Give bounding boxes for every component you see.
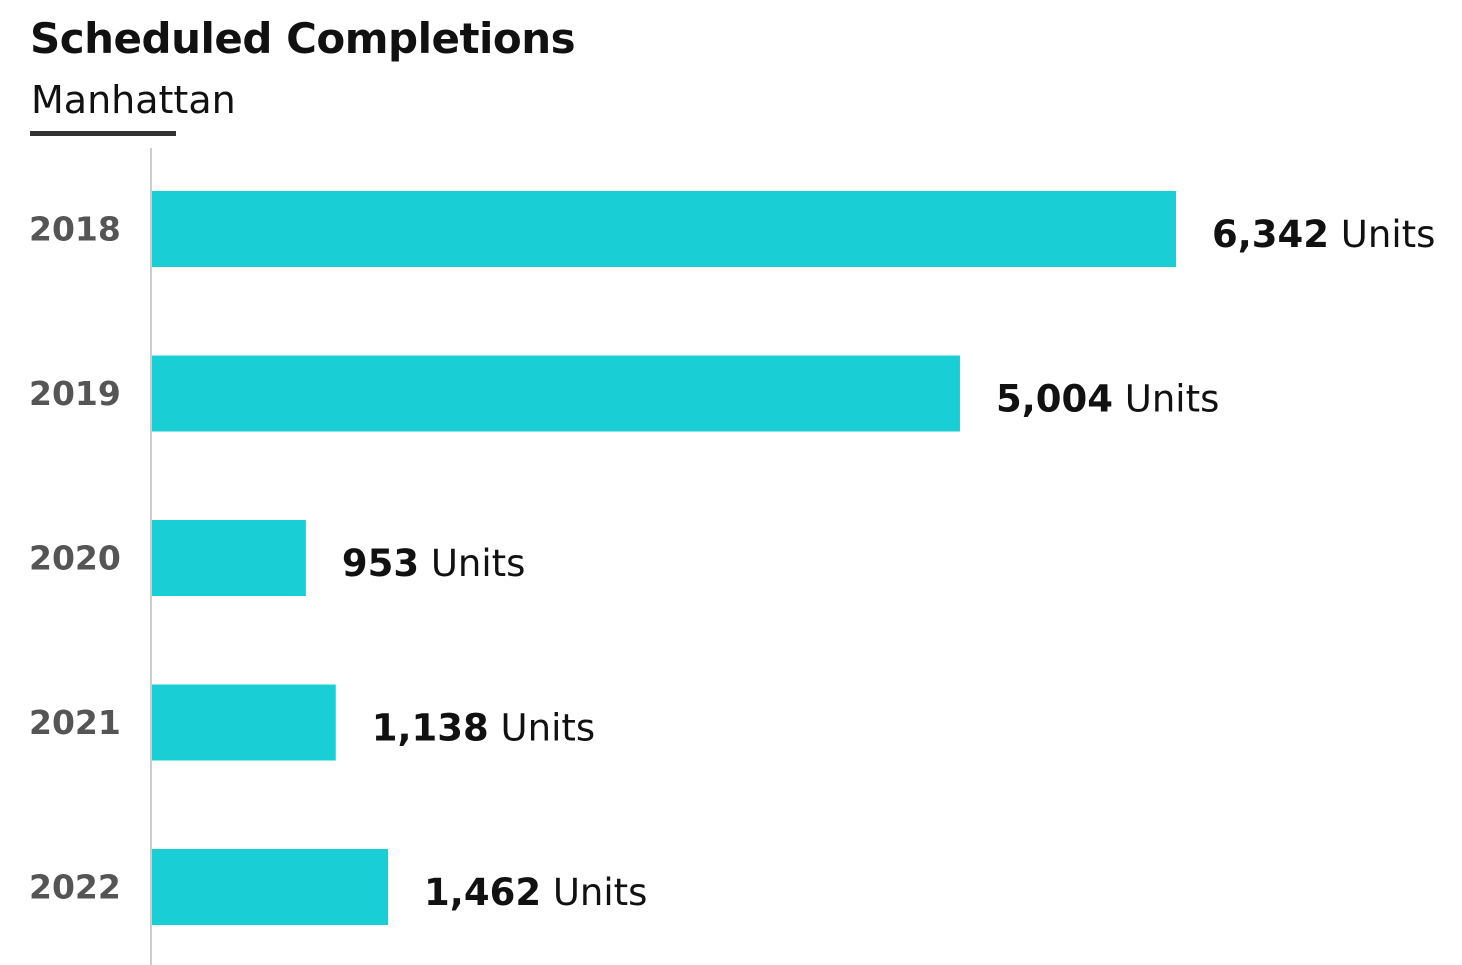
chart-subtitle: Manhattan bbox=[31, 78, 236, 122]
category-label-2021: 2021 bbox=[29, 703, 121, 742]
data-value: 5,004 bbox=[996, 377, 1113, 420]
chart-title: Scheduled Completions bbox=[30, 14, 576, 63]
data-value: 1,138 bbox=[372, 706, 489, 749]
bar-2021 bbox=[152, 684, 336, 761]
bar-2018 bbox=[152, 191, 1176, 267]
data-value: 953 bbox=[342, 542, 419, 585]
data-label-2022: 1,462 Units bbox=[424, 871, 647, 914]
title-underline bbox=[30, 131, 176, 136]
data-value: 1,462 bbox=[424, 871, 541, 914]
bars-layer: 2018 6,342 Units 2019 5,004 Units 2020 953 Un… bbox=[29, 191, 1435, 925]
category-label-2019: 2019 bbox=[29, 374, 121, 413]
data-unit: Units bbox=[489, 706, 595, 749]
data-label-2018: 6,342 Units bbox=[1212, 213, 1435, 256]
data-unit: Units bbox=[1113, 377, 1219, 420]
bar-2020 bbox=[152, 520, 306, 596]
data-value: 6,342 bbox=[1212, 213, 1329, 256]
category-label-2022: 2022 bbox=[29, 868, 121, 907]
category-label-2020: 2020 bbox=[29, 539, 121, 578]
data-label-2019: 5,004 Units bbox=[996, 377, 1219, 420]
data-unit: Units bbox=[419, 542, 525, 585]
bar-2019 bbox=[152, 355, 960, 432]
data-label-2020: 953 Units bbox=[342, 542, 526, 585]
data-label-2021: 1,138 Units bbox=[372, 706, 595, 749]
data-unit: Units bbox=[1329, 213, 1435, 256]
category-label-2018: 2018 bbox=[29, 210, 121, 249]
bar-2022 bbox=[152, 849, 389, 925]
data-unit: Units bbox=[541, 871, 647, 914]
